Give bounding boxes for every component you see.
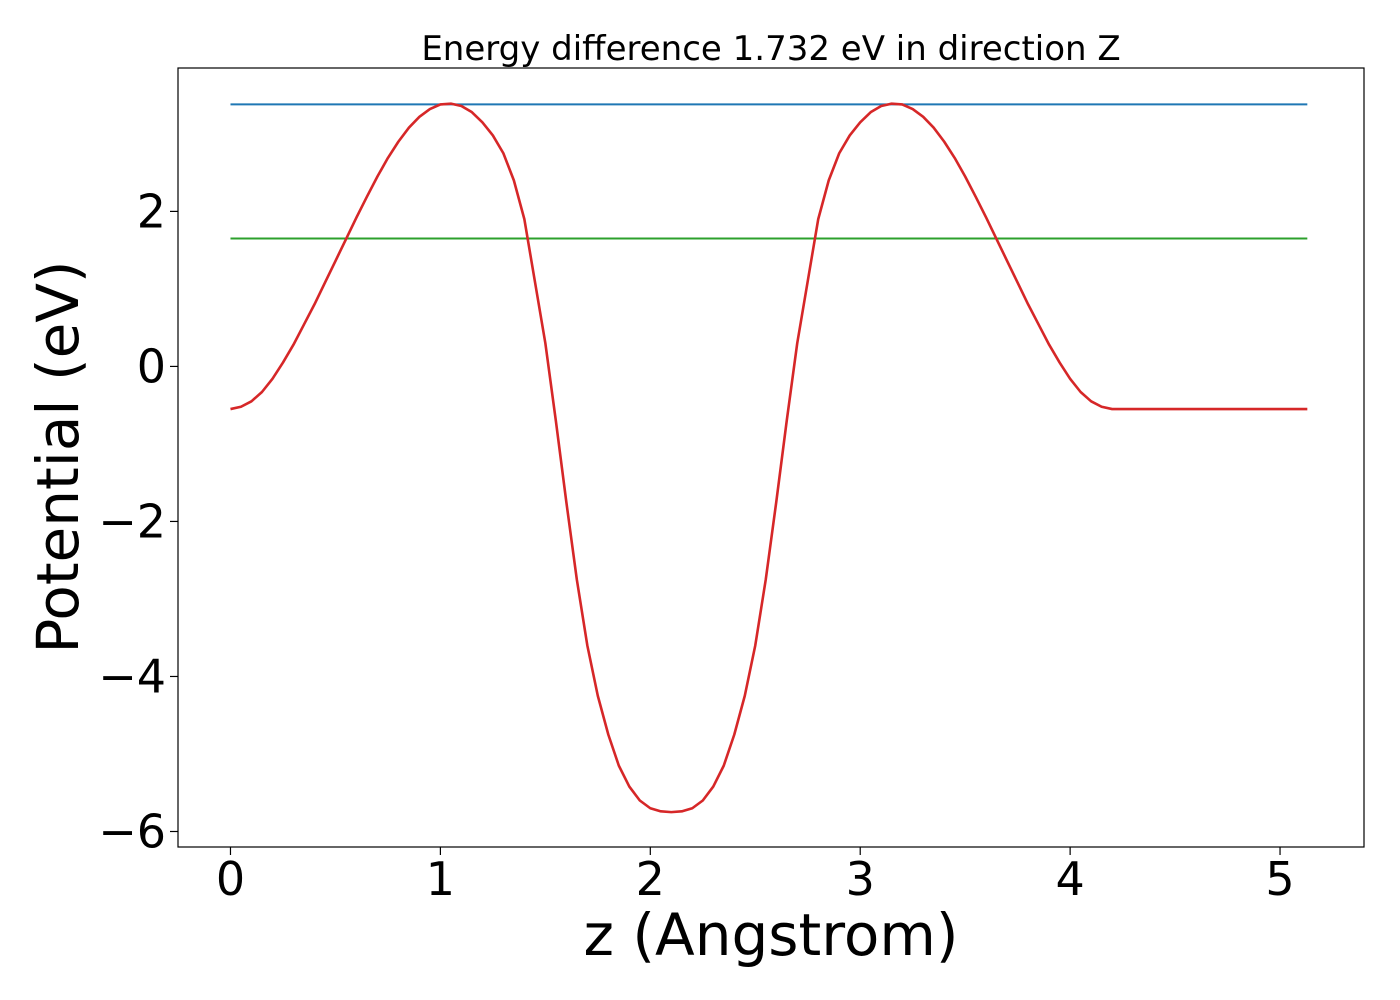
y-tick-label: 2: [137, 184, 166, 238]
chart-title: Energy difference 1.732 eV in direction …: [421, 29, 1120, 69]
y-tick-label: −6: [98, 804, 166, 858]
x-tick-label: 4: [1055, 852, 1084, 906]
y-axis-ticks: −6 −4 −2 0 2: [98, 184, 178, 858]
series-line-3: [230, 102, 1308, 814]
x-tick-label: 1: [426, 852, 455, 906]
plot-area: [230, 102, 1308, 814]
y-tick-label: 0: [137, 339, 166, 393]
plot-frame: [177, 67, 1365, 848]
y-tick-label: −2: [98, 494, 166, 548]
x-tick-label: 5: [1265, 852, 1294, 906]
x-axis-ticks: 0 1 2 3 4 5: [216, 847, 1295, 906]
x-tick-label: 0: [216, 852, 245, 906]
y-tick-label: −4: [98, 649, 166, 703]
x-tick-label: 2: [636, 852, 665, 906]
y-axis-label: Potential (eV): [24, 260, 92, 653]
x-tick-label: 3: [846, 852, 875, 906]
x-axis-label: z (Angstrom): [584, 901, 959, 969]
